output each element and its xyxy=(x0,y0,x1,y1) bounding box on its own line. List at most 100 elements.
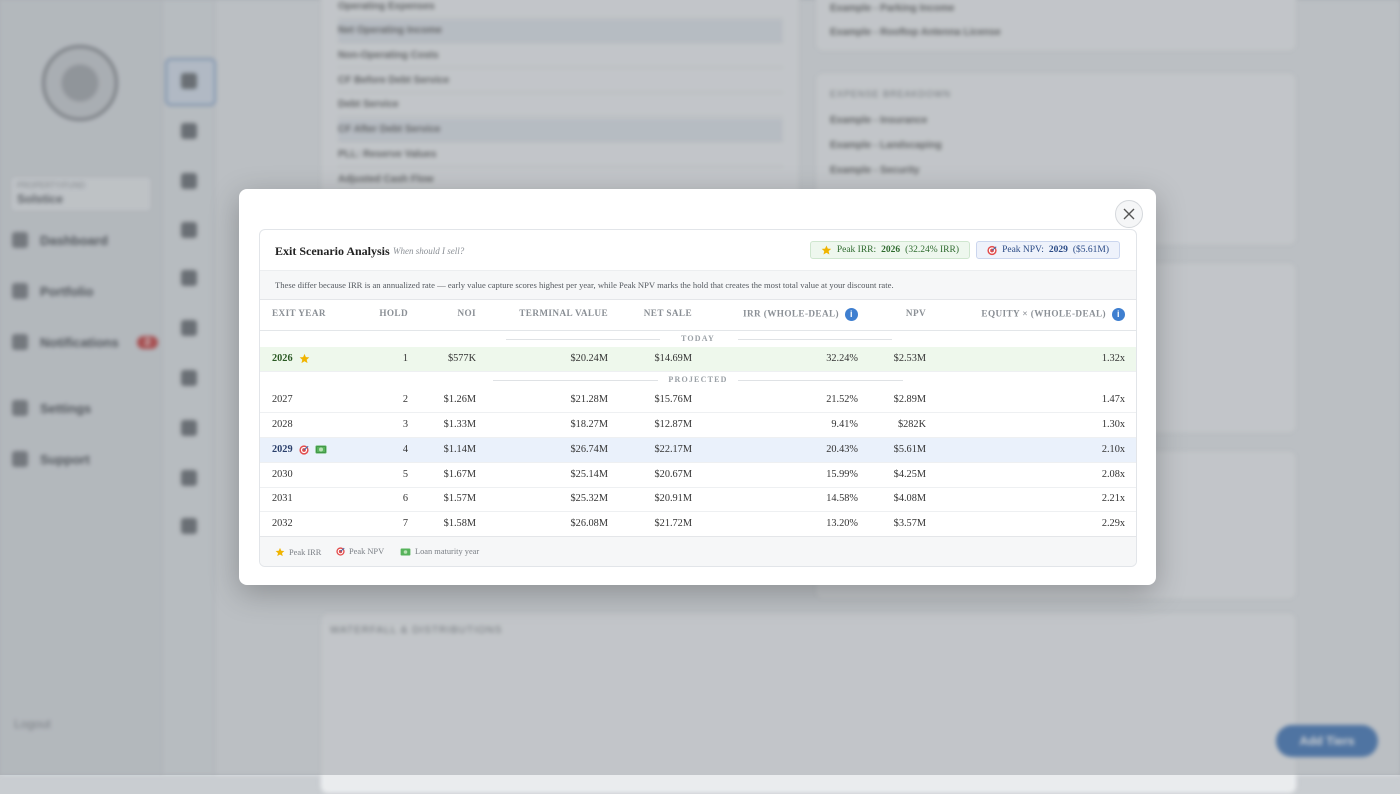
table-row[interactable]: 2030 5 $1.67M $25.14M $20.67M 15.99% $4.… xyxy=(260,463,1136,488)
globe-icon[interactable] xyxy=(181,270,197,286)
row-irr: 9.41% xyxy=(831,419,858,430)
row-terminal-value: $18.27M xyxy=(570,419,608,430)
peak-npv-label: Peak NPV: xyxy=(1002,245,1044,255)
income-item: Example - Parking Income xyxy=(830,3,955,14)
section-label-projected: PROJECTED xyxy=(668,375,728,384)
table-row[interactable]: 2028 3 $1.33M $18.27M $12.87M 9.41% $282… xyxy=(260,413,1136,438)
close-button[interactable] xyxy=(1115,200,1143,228)
nav-notifications[interactable]: Notifications 2 xyxy=(12,334,159,350)
gear-icon xyxy=(12,400,28,416)
nav-portfolio[interactable]: Portfolio xyxy=(12,283,93,299)
compass-logo xyxy=(42,45,118,121)
bank-icon[interactable] xyxy=(181,420,197,436)
cashflow-row: Operating Expenses xyxy=(338,0,783,19)
star-icon xyxy=(299,354,309,364)
money-icon xyxy=(315,445,327,454)
row-irr: 15.99% xyxy=(826,469,858,480)
add-tiers-button[interactable]: Add Tiers xyxy=(1276,725,1378,757)
row-equity: 2.29x xyxy=(1101,518,1125,529)
building-icon[interactable] xyxy=(181,370,197,386)
row-noi: $1.14M xyxy=(443,444,476,455)
row-year: 2030 xyxy=(272,469,293,480)
star-icon xyxy=(821,245,832,255)
legend-peak-irr-label: Peak IRR xyxy=(289,547,322,557)
percent-icon[interactable] xyxy=(181,173,197,189)
table-row[interactable]: 2027 2 $1.26M $21.28M $15.76M 21.52% $2.… xyxy=(260,388,1136,413)
nav-dashboard[interactable]: Dashboard xyxy=(12,232,108,248)
header-divider xyxy=(260,330,1136,331)
dollar-icon[interactable] xyxy=(181,123,197,139)
row-noi: $1.57M xyxy=(443,493,476,504)
row-npv: $4.08M xyxy=(893,493,926,504)
chart-icon[interactable] xyxy=(181,73,197,89)
table-row[interactable]: 2029 4 $1.14M $26.74M $22.17M 20.43% $5.… xyxy=(260,438,1136,463)
row-year: 2031 xyxy=(272,493,293,504)
income-card: Example - Parking Income Example - Rooft… xyxy=(815,0,1297,52)
legend: Peak IRR Peak NPV Loan maturity year xyxy=(260,536,1136,566)
col-equity: EQUITY × (WHOLE-DEAL) i xyxy=(981,308,1125,321)
target-icon xyxy=(336,547,345,556)
exit-scenario-modal: Exit Scenario Analysis When should I sel… xyxy=(239,189,1156,585)
property-select-label: PROPERTY/FUND xyxy=(17,181,86,190)
section-divider-projected: PROJECTED xyxy=(260,374,1136,386)
row-terminal-value: $25.32M xyxy=(570,493,608,504)
row-hold: 7 xyxy=(402,518,408,529)
row-npv: $282K xyxy=(897,419,926,430)
peak-npv-year: 2029 xyxy=(1048,245,1068,255)
row-irr: 20.43% xyxy=(826,444,858,455)
close-icon xyxy=(1123,208,1135,220)
table-row[interactable]: 2026 1 $577K $20.24M $14.69M 32.24% $2.5… xyxy=(260,347,1136,372)
peak-npv-badge: Peak NPV: 2029 ($5.61M) xyxy=(976,241,1120,259)
row-year: 2029 xyxy=(272,444,327,455)
table-row[interactable]: 2032 7 $1.58M $26.08M $21.72M 13.20% $3.… xyxy=(260,512,1136,536)
row-hold: 2 xyxy=(402,394,408,405)
peak-irr-year: 2026 xyxy=(881,245,901,255)
expense-title: EXPENSE BREAKDOWN xyxy=(830,89,952,99)
nav-label: Notifications xyxy=(40,334,119,350)
cashflow-row: PLL: Reserve Values xyxy=(338,144,783,167)
logout-link[interactable]: Logout xyxy=(14,717,51,731)
bell-icon xyxy=(12,334,28,350)
table-row[interactable]: 2031 6 $1.57M $25.32M $20.91M 14.58% $4.… xyxy=(260,487,1136,512)
info-icon[interactable]: i xyxy=(844,308,858,321)
property-select-value: Solstice xyxy=(17,192,64,206)
waterfall-title: WATERFALL & DISTRIBUTIONS xyxy=(330,625,503,636)
row-terminal-value: $26.08M xyxy=(570,518,608,529)
person-icon[interactable] xyxy=(181,518,197,534)
panel-subtitle: When should I sell? xyxy=(393,246,465,256)
col-terminal-value: TERMINAL VALUE xyxy=(519,308,608,318)
row-hold: 5 xyxy=(402,469,408,480)
nav-support[interactable]: Support xyxy=(12,451,90,467)
sidebar: PROPERTY/FUND Solstice Dashboard Portfol… xyxy=(0,0,163,775)
panel-header: Exit Scenario Analysis When should I sel… xyxy=(260,230,1136,270)
row-hold: 1 xyxy=(402,353,408,364)
info-icon[interactable]: i xyxy=(1112,308,1125,321)
row-npv: $3.57M xyxy=(893,518,926,529)
row-noi: $1.33M xyxy=(443,419,476,430)
document-icon[interactable] xyxy=(181,470,197,486)
row-npv: $2.89M xyxy=(893,394,926,405)
explanation-text: These differ because IRR is an annualize… xyxy=(275,280,894,290)
expense-item: Example - Security xyxy=(830,165,920,176)
add-tiers-label: Add Tiers xyxy=(1299,734,1355,748)
bank-icon[interactable] xyxy=(181,222,197,238)
money-icon xyxy=(400,547,411,556)
row-hold: 4 xyxy=(402,444,408,455)
row-equity: 1.32x xyxy=(1101,353,1125,364)
row-npv: $2.53M xyxy=(893,353,926,364)
col-net-sale: NET SALE xyxy=(643,308,692,318)
section-divider-today: TODAY xyxy=(260,333,1136,345)
property-select[interactable]: PROPERTY/FUND Solstice xyxy=(10,176,152,212)
expense-item: Example - Insurance xyxy=(830,115,928,126)
legend-loan-maturity-label: Loan maturity year xyxy=(415,547,480,556)
nav-settings[interactable]: Settings xyxy=(12,400,91,416)
trend-icon[interactable] xyxy=(181,320,197,336)
panel-title: Exit Scenario Analysis xyxy=(275,244,390,258)
row-irr: 14.58% xyxy=(826,493,858,504)
exit-scenario-panel: Exit Scenario Analysis When should I sel… xyxy=(259,229,1137,567)
cashflow-row: Net Operating Income xyxy=(338,20,783,43)
income-item: Example - Rooftop Antenna License xyxy=(830,27,1001,38)
nav-label: Support xyxy=(40,451,90,467)
section-label-today: TODAY xyxy=(680,334,715,343)
row-equity: 2.08x xyxy=(1101,469,1125,480)
